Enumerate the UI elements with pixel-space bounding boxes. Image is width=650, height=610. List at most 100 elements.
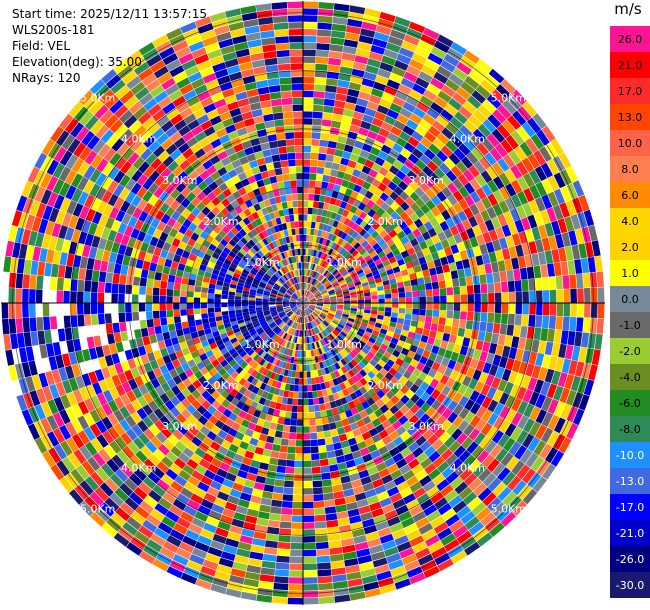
velocity-gate xyxy=(121,70,138,85)
velocity-gate xyxy=(568,230,578,246)
velocity-gate xyxy=(207,307,215,313)
velocity-gate xyxy=(297,405,303,413)
velocity-gate xyxy=(269,307,277,310)
velocity-gate xyxy=(522,291,529,303)
velocity-gate xyxy=(344,372,352,380)
velocity-gate xyxy=(422,429,434,441)
velocity-gate xyxy=(237,498,250,508)
velocity-gate xyxy=(210,171,221,181)
velocity-gate xyxy=(97,281,105,293)
velocity-gate xyxy=(320,289,327,294)
velocity-gate xyxy=(525,452,539,468)
velocity-gate xyxy=(467,95,482,109)
velocity-gate xyxy=(285,318,290,324)
velocity-gate xyxy=(184,228,194,238)
velocity-gate xyxy=(133,468,147,482)
velocity-gate xyxy=(486,166,499,180)
velocity-gate xyxy=(375,75,389,85)
velocity-gate xyxy=(358,469,370,479)
velocity-gate xyxy=(262,308,270,312)
velocity-gate xyxy=(136,186,148,199)
velocity-gate xyxy=(278,238,284,246)
velocity-gate xyxy=(473,312,481,322)
velocity-gate xyxy=(409,481,423,493)
velocity-gate xyxy=(435,381,446,393)
velocity-gate xyxy=(334,236,341,244)
velocity-gate xyxy=(316,297,323,301)
velocity-gate xyxy=(544,341,554,356)
velocity-gate xyxy=(258,232,266,240)
velocity-gate xyxy=(546,430,560,447)
velocity-gate xyxy=(328,134,339,142)
velocity-gate xyxy=(40,417,53,434)
velocity-gate xyxy=(291,305,297,309)
velocity-gate xyxy=(126,428,138,441)
velocity-gate xyxy=(334,448,344,457)
velocity-gate xyxy=(429,172,441,184)
velocity-gate xyxy=(187,308,194,316)
velocity-gate xyxy=(453,403,464,416)
velocity-gate xyxy=(317,569,332,577)
velocity-gate xyxy=(336,511,349,520)
velocity-gate xyxy=(418,283,426,291)
velocity-gate xyxy=(419,309,426,316)
velocity-gate xyxy=(256,440,266,449)
velocity-gate xyxy=(425,282,433,290)
velocity-gate xyxy=(472,225,482,237)
velocity-gate xyxy=(160,317,168,326)
velocity-gate xyxy=(166,345,175,355)
velocity-gate xyxy=(347,361,355,370)
velocity-gate xyxy=(330,267,337,274)
velocity-gate xyxy=(155,431,168,444)
velocity-gate xyxy=(344,203,353,212)
velocity-gate xyxy=(274,272,280,279)
velocity-gate xyxy=(333,491,345,499)
velocity-gate xyxy=(280,252,286,260)
velocity-gate xyxy=(491,333,500,344)
velocity-gate xyxy=(225,273,233,280)
velocity-gate xyxy=(385,303,392,308)
velocity-gate xyxy=(342,313,349,318)
velocity-gate xyxy=(351,260,358,267)
velocity-gate xyxy=(310,439,318,447)
velocity-gate xyxy=(366,362,374,371)
velocity-gate xyxy=(348,369,356,378)
velocity-gate xyxy=(303,214,308,221)
velocity-gate xyxy=(415,327,424,335)
velocity-gate xyxy=(258,186,267,195)
velocity-gate xyxy=(136,174,149,186)
velocity-gate xyxy=(25,214,36,231)
velocity-gate xyxy=(399,487,413,499)
velocity-gate xyxy=(397,84,412,95)
velocity-gate xyxy=(150,84,165,98)
velocity-gate xyxy=(194,255,203,264)
velocity-gate xyxy=(488,303,495,313)
velocity-gate xyxy=(269,296,277,299)
velocity-gate xyxy=(186,297,194,303)
velocity-gate xyxy=(262,238,269,246)
velocity-gate xyxy=(308,200,314,208)
velocity-gate xyxy=(179,159,191,171)
velocity-gate xyxy=(308,277,312,284)
velocity-gate xyxy=(335,273,342,279)
velocity-gate xyxy=(318,2,334,10)
velocity-gate xyxy=(172,40,189,53)
velocity-gate xyxy=(79,90,94,106)
velocity-gate xyxy=(409,253,418,261)
velocity-gate xyxy=(217,521,231,531)
velocity-gate xyxy=(345,459,356,469)
velocity-gate xyxy=(580,258,590,274)
velocity-gate xyxy=(259,281,267,287)
velocity-gate xyxy=(432,120,445,133)
velocity-gate xyxy=(233,512,247,522)
velocity-gate xyxy=(503,211,514,224)
velocity-gate xyxy=(246,336,253,343)
velocity-gate xyxy=(256,179,265,188)
velocity-gate xyxy=(356,353,364,361)
velocity-gate xyxy=(311,377,316,385)
velocity-gate xyxy=(317,390,323,398)
velocity-gate xyxy=(452,202,463,214)
velocity-gate xyxy=(241,140,252,150)
velocity-gate xyxy=(257,315,265,320)
velocity-gate xyxy=(387,273,396,280)
